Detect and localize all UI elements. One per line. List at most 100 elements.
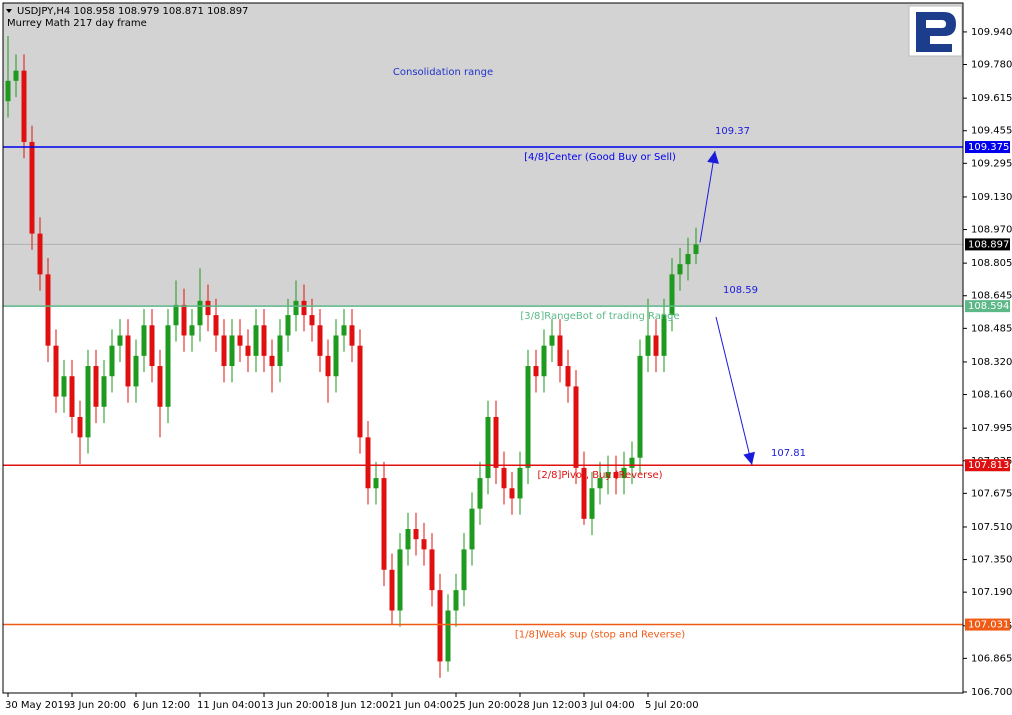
candle-body	[85, 366, 91, 438]
candle-body	[93, 366, 99, 407]
candle-body	[381, 478, 387, 570]
y-tick-label: 109.780	[971, 60, 1012, 71]
symbol-dropdown[interactable]	[6, 9, 12, 13]
candle-body	[581, 467, 587, 519]
candle-body	[285, 315, 291, 336]
candle-body	[365, 437, 371, 489]
consolidation-zone	[3, 3, 963, 307]
y-tick-label: 108.160	[971, 390, 1012, 401]
candle-body	[253, 325, 259, 356]
candle-body	[613, 471, 619, 479]
level-price-tag	[965, 459, 1010, 472]
y-tick-label: 109.615	[971, 93, 1012, 104]
y-tick-label: 106.865	[971, 653, 1012, 664]
candle-body	[125, 335, 131, 387]
level-text: [4/8]Center (Good Buy or Sell)	[524, 152, 676, 163]
candle-body	[589, 488, 595, 519]
candle-body	[181, 304, 187, 336]
x-tick-label: 3 Jul 04:00	[581, 700, 635, 711]
candle-body	[565, 366, 571, 387]
candle-body	[69, 376, 75, 417]
target-label: 107.81	[771, 448, 806, 459]
target-arrow	[715, 316, 753, 465]
arrow-head	[707, 151, 719, 164]
candle-body	[229, 335, 235, 367]
candle-body	[101, 376, 107, 407]
candle-body	[549, 335, 555, 346]
candle-body	[437, 590, 443, 662]
y-tick-label: 109.130	[971, 192, 1012, 203]
candle-body	[389, 569, 395, 611]
candle-body	[109, 345, 115, 377]
x-tick-label: 6 Jun 12:00	[133, 700, 190, 711]
candle-body	[525, 366, 531, 468]
candle-body	[469, 508, 475, 550]
y-tick-label: 108.805	[971, 258, 1012, 269]
candle-body	[621, 467, 627, 479]
zone-label: Consolidation range	[393, 67, 493, 78]
level-price-label: 107.813	[968, 460, 1009, 471]
candle-body	[653, 335, 659, 356]
candle-body	[509, 488, 515, 499]
candle-body	[357, 345, 363, 438]
candle-body	[213, 315, 219, 336]
x-tick-label: 18 Jun 12:00	[325, 700, 389, 711]
level-price-tag	[965, 300, 1010, 313]
candle-body	[605, 471, 611, 479]
candle-body	[61, 376, 67, 397]
candle-body	[557, 335, 563, 367]
candle-body	[189, 325, 195, 336]
x-tick-label: 5 Jul 20:00	[645, 700, 699, 711]
level-price-label: 108.594	[968, 301, 1009, 312]
candle-body	[421, 539, 427, 550]
y-tick-label: 109.455	[971, 126, 1012, 137]
plot-frame	[2, 2, 964, 694]
over-layer: [4/8]Center (Good Buy or Sell) 109.375 [3/…	[3, 126, 1010, 641]
candle-body	[429, 549, 435, 591]
y-tick-label: 107.675	[971, 488, 1012, 499]
chart-header: USDJPY,H4 108.958 108.979 108.871 108.89…	[17, 6, 248, 17]
level-price-label: 109.375	[968, 142, 1009, 153]
candle-body	[669, 274, 675, 316]
candle-body	[405, 529, 411, 550]
level-text: [3/8]RangeBot of trading Range	[520, 311, 679, 322]
y-tick-label: 108.320	[971, 357, 1012, 368]
candle-body	[693, 244, 699, 254]
candle-body	[325, 355, 331, 377]
y-tick-label: 107.510	[971, 522, 1012, 533]
candle-body	[373, 478, 379, 489]
candle-body	[541, 345, 547, 377]
candle-body	[517, 467, 523, 499]
x-tick-label: 28 Jun 12:00	[517, 700, 581, 711]
candle-body	[501, 467, 507, 489]
candle-body	[149, 325, 155, 367]
candle-body	[53, 345, 59, 397]
candle-body	[29, 141, 35, 234]
target-arrow	[699, 150, 716, 243]
candle-body	[245, 345, 251, 356]
x-tick-label: 30 May 2019	[5, 700, 70, 711]
y-tick-label: 109.940	[971, 27, 1012, 38]
candle-body	[533, 366, 539, 377]
level-price-label: 107.031	[968, 620, 1009, 631]
logo	[908, 5, 963, 57]
candle-body	[269, 355, 275, 367]
y-tick-label: 108.970	[971, 225, 1012, 236]
candle-body	[645, 335, 651, 356]
candle-body	[21, 70, 27, 142]
target-label: 108.59	[723, 285, 758, 296]
candle-body	[293, 300, 299, 316]
candle-body	[157, 366, 163, 407]
current-price-tag	[965, 238, 1010, 251]
level-text: [2/8]Pivot, Buy (Reverse)	[537, 470, 662, 481]
y-tick-label: 107.190	[971, 587, 1012, 598]
candle-body	[397, 549, 403, 611]
y-tick-label: 106.700	[971, 687, 1012, 698]
candle-body	[173, 304, 179, 326]
level-price-tag	[965, 141, 1010, 154]
candle-body	[205, 300, 211, 316]
candle-body	[677, 264, 683, 275]
candle-body	[597, 478, 603, 489]
candle-body	[685, 253, 691, 265]
candle-body	[445, 610, 451, 662]
